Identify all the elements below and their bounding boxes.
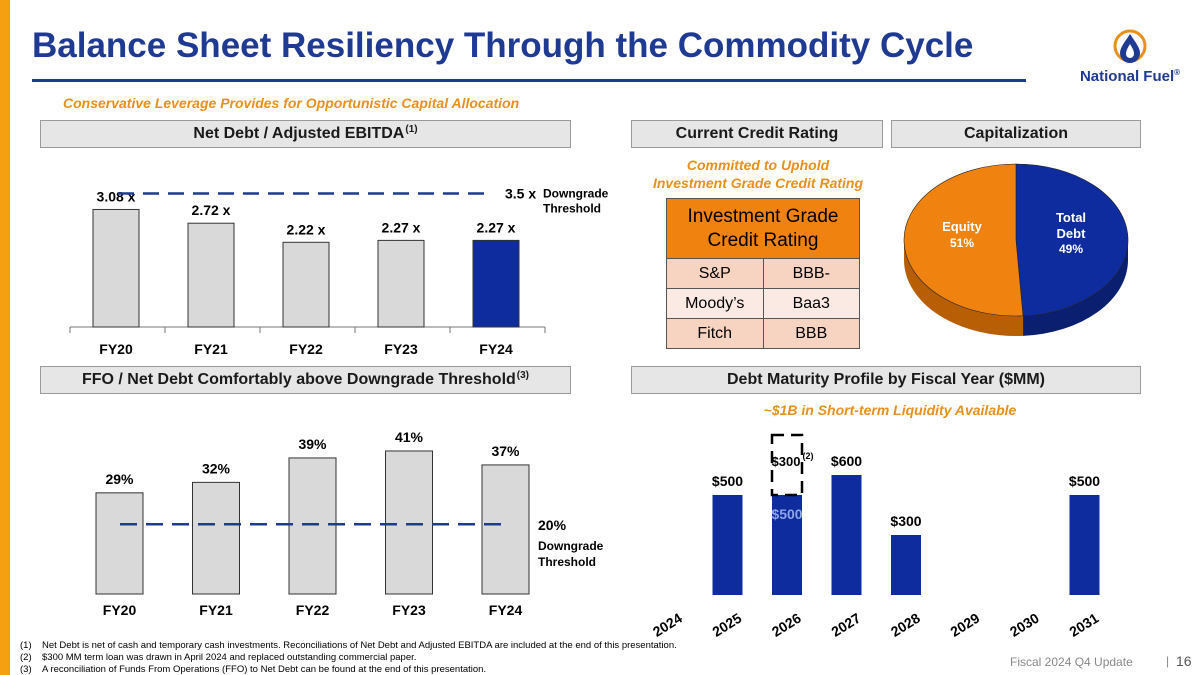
- threshold-value-label: 20%: [538, 517, 567, 533]
- capitalization-header: Capitalization: [891, 120, 1141, 148]
- footnote: (1) Net Debt is net of cash and temporary…: [20, 640, 677, 651]
- bar-data-label: 41%: [395, 429, 424, 445]
- credit-table-header: Investment Grade Credit Rating: [666, 198, 860, 259]
- rating-cell: BBB-: [762, 258, 860, 289]
- x-tick-label: 2029: [947, 610, 982, 640]
- bar: [377, 239, 425, 328]
- x-tick-label: 2031: [1066, 610, 1101, 640]
- x-tick-label: FY24: [489, 602, 523, 618]
- threshold-text: Downgrade: [543, 186, 609, 200]
- bar: [472, 239, 520, 328]
- bar-data-label: $500: [712, 473, 743, 489]
- bar-data-label: $600: [831, 453, 862, 469]
- x-tick-label: 2025: [709, 610, 744, 640]
- x-tick-label: 2030: [1007, 610, 1042, 640]
- bar-data-label: 3.08 x: [97, 188, 136, 204]
- threshold-text: Threshold: [543, 201, 601, 215]
- pie-pct-debt: 49%: [1059, 242, 1083, 256]
- table-row: Fitch BBB: [666, 318, 860, 349]
- bar: [92, 208, 140, 328]
- credit-rating-header: Current Credit Rating: [631, 120, 883, 148]
- pie-slice-debt: [1015, 163, 1129, 317]
- table-row: S&P BBB-: [666, 258, 860, 289]
- pie-label-equity: Equity: [942, 219, 982, 234]
- x-tick-label: FY23: [384, 341, 418, 357]
- credit-commitment-note: Committed to Uphold Investment Grade Cre…: [652, 157, 864, 191]
- x-tick-label: FY24: [479, 341, 513, 357]
- bar: [282, 241, 330, 328]
- maturity-header: Debt Maturity Profile by Fiscal Year ($M…: [631, 366, 1141, 394]
- page-number: 16: [1176, 653, 1192, 669]
- x-tick-label: FY20: [99, 341, 133, 357]
- bar-data-label: $500: [1069, 473, 1100, 489]
- bar: [385, 450, 433, 595]
- bar: [891, 535, 921, 595]
- x-tick-label: FY21: [199, 602, 233, 618]
- bar: [95, 492, 144, 595]
- x-tick-label: 2024: [650, 610, 685, 640]
- bar: [1069, 495, 1100, 595]
- bar-data-label: 2.22 x: [287, 221, 326, 237]
- pie-side-equity: [904, 240, 1024, 336]
- x-tick-label: 2027: [828, 610, 863, 640]
- table-row: Moody’s Baa3: [666, 288, 860, 319]
- agency-cell: Fitch: [666, 318, 764, 349]
- x-tick-label: FY21: [194, 341, 228, 357]
- net-debt-header: Net Debt / Adjusted EBITDA (1): [40, 120, 571, 148]
- footnote: (3) A reconciliation of Funds From Operat…: [20, 664, 487, 675]
- footer-separator: |: [1166, 654, 1170, 668]
- term-loan-label: $300: [772, 454, 801, 469]
- bar: [831, 475, 862, 595]
- title-underline: [32, 79, 1026, 82]
- bar-data-label: 39%: [298, 436, 327, 452]
- credit-rating-table: Investment Grade Credit Rating S&P BBB- M…: [666, 198, 860, 349]
- pie-label-debt: Debt: [1057, 226, 1087, 241]
- rating-cell: Baa3: [762, 288, 860, 319]
- flame-drop-icon: [1113, 29, 1147, 63]
- x-tick-label: FY20: [103, 602, 137, 618]
- left-accent-bar: [0, 0, 10, 675]
- bar-data-label: 32%: [202, 460, 231, 476]
- bar-data-label: 2.27 x: [477, 219, 516, 235]
- bar: [481, 464, 530, 595]
- logo-text: National Fuel®: [1079, 68, 1181, 85]
- x-tick-label: 2028: [888, 610, 923, 640]
- bar-data-label: 2.72 x: [192, 202, 231, 218]
- ffo-header: FFO / Net Debt Comfortably above Downgra…: [40, 366, 571, 394]
- bar: [288, 457, 337, 595]
- bar: [192, 481, 240, 595]
- footer-label: Fiscal 2024 Q4 Update: [1010, 655, 1133, 669]
- dashed-term-loan-bar: [770, 433, 804, 497]
- bar-data-label: 29%: [105, 471, 134, 487]
- x-tick-label: FY22: [289, 341, 323, 357]
- bar: [712, 495, 743, 595]
- page-title: Balance Sheet Resiliency Through the Com…: [32, 26, 974, 65]
- term-loan-footnote-ref: (2): [803, 451, 814, 461]
- liquidity-note: ~$1B in Short-term Liquidity Available: [763, 402, 1017, 418]
- pie-side-debt: [1023, 240, 1128, 336]
- page-subtitle: Conservative Leverage Provides for Oppor…: [63, 95, 520, 111]
- bar: [772, 495, 802, 595]
- pie-label-debt: Total: [1056, 210, 1086, 225]
- bar: [187, 222, 235, 328]
- footnote: (2) $300 MM term loan was drawn in April …: [20, 652, 417, 663]
- agency-cell: Moody’s: [666, 288, 764, 319]
- footnotes: (1) Net Debt is net of cash and temporary…: [20, 640, 677, 675]
- bar-data-label: $500: [771, 506, 802, 522]
- pie-slice-equity: [903, 163, 1024, 317]
- x-tick-label: FY23: [392, 602, 426, 618]
- bar-data-label: 2.27 x: [382, 219, 421, 235]
- rating-cell: BBB: [762, 318, 860, 349]
- x-tick-label: FY22: [296, 602, 330, 618]
- bar-data-label: 37%: [491, 443, 520, 459]
- company-logo: National Fuel®: [1070, 26, 1190, 92]
- pie-pct-equity: 51%: [950, 236, 974, 250]
- threshold-text: Downgrade: [538, 539, 604, 553]
- agency-cell: S&P: [666, 258, 764, 289]
- threshold-text: Threshold: [538, 555, 596, 569]
- threshold-value-label: 3.5 x: [505, 185, 536, 201]
- bar-data-label: $300: [890, 513, 921, 529]
- x-tick-label: 2026: [769, 610, 804, 640]
